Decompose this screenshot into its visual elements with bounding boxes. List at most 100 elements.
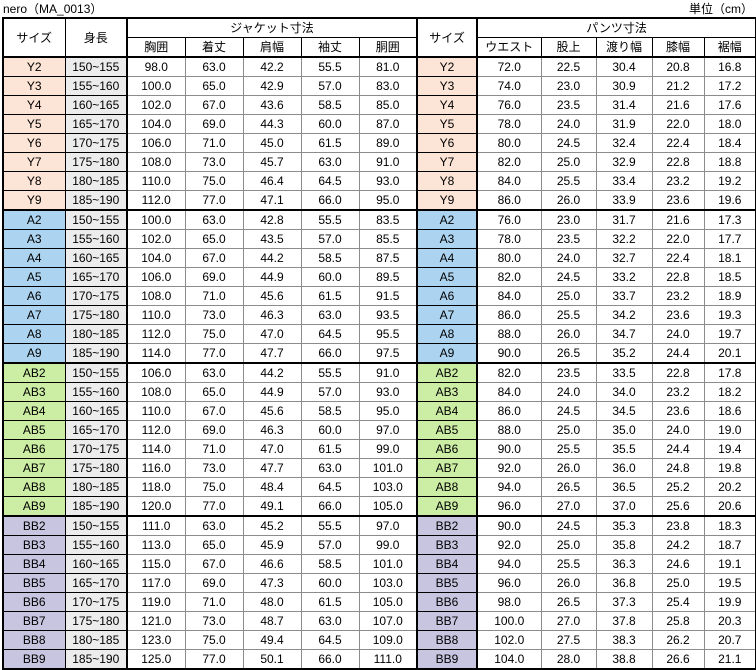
height-cell: 165~170: [64, 267, 128, 287]
jacket-value-cell: 121.0: [126, 611, 186, 631]
jacket-value-cell: 106.0: [126, 133, 186, 153]
size-cell: Y3: [2, 76, 66, 96]
pants-value-cell: 19.9: [703, 592, 756, 612]
jacket-value-cell: 64.5: [300, 324, 360, 344]
table-row: AB8 180~185 118.0 75.0 48.4 64.5 103.0 AB8 94.0 2…: [2, 477, 756, 497]
pants-value-cell: 36.8: [595, 573, 653, 593]
height-cell: 165~170: [64, 573, 128, 593]
jacket-value-cell: 95.0: [358, 401, 419, 421]
col-header-size-right: サイズ: [416, 17, 479, 58]
size-cell-right: Y9: [416, 190, 479, 211]
pants-value-cell: 24.4: [651, 439, 705, 459]
size-cell-right: Y3: [416, 76, 479, 96]
jacket-value-cell: 65.0: [184, 229, 244, 249]
jacket-value-cell: 93.5: [358, 305, 419, 325]
pants-value-cell: 90.0: [476, 439, 542, 459]
jacket-value-cell: 64.5: [300, 630, 360, 650]
table-row: A7 175~180 110.0 73.0 46.3 63.0 93.5 A7 86.0 25.5…: [2, 305, 756, 325]
chart-title: nero（MA_0013）: [3, 2, 103, 16]
jacket-value-cell: 87.0: [358, 114, 419, 134]
pants-value-cell: 33.2: [595, 267, 653, 287]
jacket-value-cell: 44.9: [242, 382, 302, 402]
pants-value-cell: 18.5: [703, 267, 756, 287]
jacket-value-cell: 44.3: [242, 114, 302, 134]
pants-value-cell: 24.0: [540, 382, 597, 402]
size-cell-right: BB6: [416, 592, 479, 612]
col-header-size-left: サイズ: [2, 17, 66, 58]
jacket-value-cell: 119.0: [126, 592, 186, 612]
size-cell-right: BB8: [416, 630, 479, 650]
jacket-value-cell: 63.0: [184, 209, 244, 230]
pants-value-cell: 17.7: [703, 229, 756, 249]
pants-value-cell: 20.7: [703, 630, 756, 650]
jacket-value-cell: 46.3: [242, 420, 302, 440]
pants-value-cell: 88.0: [476, 324, 542, 344]
jacket-value-cell: 71.0: [184, 592, 244, 612]
pants-value-cell: 23.2: [651, 382, 705, 402]
size-cell: Y6: [2, 133, 66, 153]
jacket-value-cell: 109.0: [358, 630, 419, 650]
pants-value-cell: 19.7: [703, 324, 756, 344]
pants-value-cell: 26.0: [540, 190, 597, 211]
pants-value-cell: 80.0: [476, 133, 542, 153]
height-cell: 160~165: [64, 95, 128, 115]
jacket-value-cell: 69.0: [184, 573, 244, 593]
size-cell-right: Y2: [416, 56, 479, 77]
pants-value-cell: 17.3: [703, 209, 756, 230]
jacket-value-cell: 108.0: [126, 286, 186, 306]
jacket-value-cell: 47.0: [242, 324, 302, 344]
jacket-value-cell: 85.0: [358, 95, 419, 115]
size-cell: Y9: [2, 190, 66, 211]
section-header-jacket: ジャケット寸法: [126, 17, 419, 38]
height-cell: 180~185: [64, 477, 128, 497]
jacket-value-cell: 108.0: [126, 382, 186, 402]
pants-value-cell: 26.0: [540, 324, 597, 344]
size-cell: AB8: [2, 477, 66, 497]
height-cell: 150~155: [64, 209, 128, 230]
pants-value-cell: 90.0: [476, 343, 542, 364]
jacket-value-cell: 67.0: [184, 248, 244, 268]
pants-value-cell: 18.6: [703, 401, 756, 421]
size-cell-right: BB4: [416, 554, 479, 574]
table-row: BB3 155~160 113.0 65.0 45.9 57.0 99.0 BB3 92.0 25…: [2, 535, 756, 555]
jacket-value-cell: 97.0: [358, 420, 419, 440]
size-cell-right: AB7: [416, 458, 479, 478]
jacket-value-cell: 58.5: [300, 248, 360, 268]
size-cell: A4: [2, 248, 66, 268]
jacket-value-cell: 55.5: [300, 362, 360, 383]
jacket-value-cell: 93.0: [358, 382, 419, 402]
pants-value-cell: 23.2: [651, 286, 705, 306]
size-cell-right: A5: [416, 267, 479, 287]
jacket-value-cell: 63.0: [184, 56, 244, 77]
jacket-value-cell: 111.0: [358, 649, 419, 670]
pants-value-cell: 26.5: [540, 343, 597, 364]
pants-value-cell: 20.3: [703, 611, 756, 631]
pants-value-cell: 98.0: [476, 592, 542, 612]
size-cell-right: BB5: [416, 573, 479, 593]
jacket-value-cell: 55.5: [300, 209, 360, 230]
jacket-value-cell: 115.0: [126, 554, 186, 574]
pants-value-cell: 21.2: [651, 76, 705, 96]
size-cell-right: A4: [416, 248, 479, 268]
pants-value-cell: 25.2: [651, 477, 705, 497]
size-cell-right: A8: [416, 324, 479, 344]
jacket-value-cell: 46.3: [242, 305, 302, 325]
jacket-value-cell: 57.0: [300, 535, 360, 555]
size-cell: AB5: [2, 420, 66, 440]
pants-value-cell: 26.5: [540, 592, 597, 612]
pants-value-cell: 19.2: [703, 171, 756, 191]
title-bar: nero（MA_0013） 単位（cm）: [0, 0, 756, 17]
jacket-value-cell: 55.5: [300, 56, 360, 77]
jacket-value-cell: 91.0: [358, 362, 419, 383]
size-table-body: Y2 150~155 98.0 63.0 42.2 55.5 81.0 Y2 72.0 22.5 3…: [2, 56, 756, 670]
pants-value-cell: 20.1: [703, 343, 756, 364]
pants-value-cell: 22.4: [651, 133, 705, 153]
jacket-value-cell: 105.0: [358, 496, 419, 517]
height-cell: 155~160: [64, 382, 128, 402]
jacket-value-cell: 61.5: [300, 439, 360, 459]
jacket-value-cell: 43.6: [242, 95, 302, 115]
pants-value-cell: 16.8: [703, 56, 756, 77]
size-cell-right: A9: [416, 343, 479, 364]
pants-value-cell: 94.0: [476, 477, 542, 497]
jacket-value-cell: 98.0: [126, 56, 186, 77]
